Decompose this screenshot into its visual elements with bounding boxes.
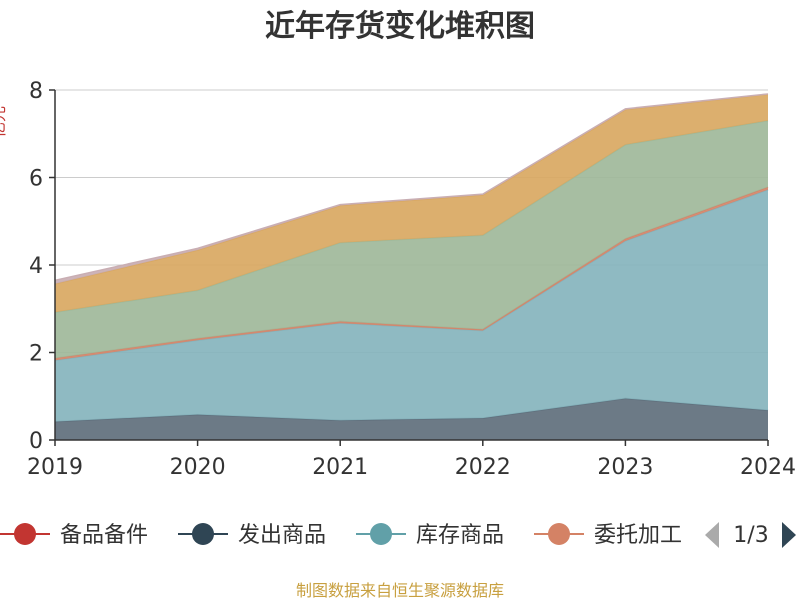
area-2[interactable] [55,189,768,422]
legend-page-indicator: 1/3 [733,523,768,548]
chart-title: 近年存货变化堆积图 [265,9,535,44]
legend: 备品备件 发出商品 库存商品 委托加工 [0,523,682,548]
y-tick-labels: 0 2 4 6 8 [29,79,43,454]
y-tick-2: 4 [29,254,43,279]
legend-marker-2 [192,523,214,545]
legend-prev-arrow-icon[interactable] [705,522,719,548]
area-line-6 [54,93,769,282]
legend-marker-1 [14,523,36,545]
y-tick-4: 8 [29,79,43,104]
axes [49,89,769,446]
x-tick-2: 2021 [312,455,368,480]
x-tick-4: 2023 [597,455,653,480]
legend-item-1[interactable]: 备品备件 [0,523,148,548]
legend-label-2: 发出商品 [238,523,326,548]
x-tick-1: 2020 [170,455,226,480]
x-tick-0: 2019 [27,455,83,480]
x-tick-3: 2022 [455,455,511,480]
legend-marker-4 [548,523,570,545]
legend-item-2[interactable]: 发出商品 [178,523,326,548]
y-tick-1: 2 [29,342,43,367]
area-series [54,93,769,440]
legend-marker-3 [370,523,392,545]
y-axis-label: 亿元 [0,106,8,138]
legend-label-1: 备品备件 [60,523,148,548]
area-5[interactable] [55,94,768,313]
legend-item-3[interactable]: 库存商品 [356,523,504,548]
legend-item-4[interactable]: 委托加工 [534,523,682,548]
y-tick-0: 0 [29,429,43,454]
legend-label-3: 库存商品 [416,523,504,548]
legend-label-4: 委托加工 [594,523,682,548]
x-tick-5: 2024 [740,455,796,480]
legend-pager: 1/3 [705,522,796,548]
area-line-4 [54,119,769,313]
y-tick-3: 6 [29,167,43,192]
legend-next-arrow-icon[interactable] [782,522,796,548]
data-source-note: 制图数据来自恒生聚源数据库 [296,581,504,600]
x-tick-labels: 2019 2020 2021 2022 2023 2024 [27,455,796,480]
